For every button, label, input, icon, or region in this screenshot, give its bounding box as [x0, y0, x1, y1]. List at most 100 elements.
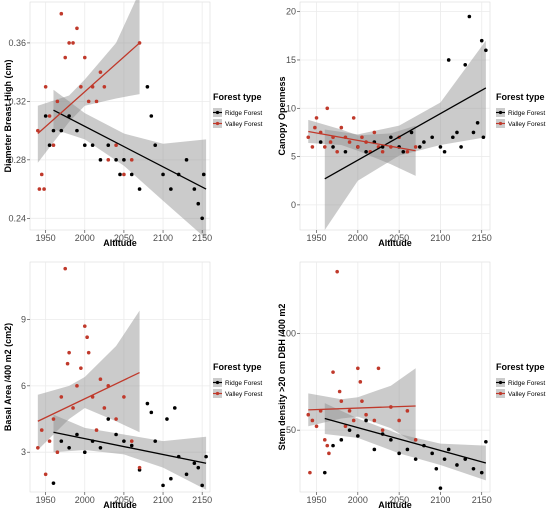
data-point-ridge	[200, 483, 204, 488]
data-point-ridge	[59, 439, 64, 443]
data-point-ridge	[356, 434, 360, 438]
data-point-valley	[79, 84, 83, 89]
data-point-ridge	[149, 410, 154, 415]
data-point-ridge	[401, 149, 406, 154]
data-point-valley	[55, 450, 60, 454]
data-point-ridge	[129, 172, 134, 177]
data-point-valley	[86, 350, 91, 355]
data-point-valley	[36, 445, 40, 450]
x-tick-label: 2050	[389, 233, 409, 243]
trend-line-valley	[308, 130, 416, 152]
data-point-valley	[37, 187, 42, 191]
data-point-valley	[356, 366, 360, 371]
data-point-ridge	[161, 172, 165, 177]
data-point-valley	[63, 266, 68, 271]
data-point-valley	[114, 143, 118, 148]
data-point-valley	[413, 145, 418, 149]
data-point-valley	[129, 158, 134, 162]
legend-key-ridge	[213, 108, 222, 117]
data-point-ridge	[430, 135, 434, 140]
x-axis-label: Altitude	[103, 500, 137, 510]
data-point-valley	[67, 350, 71, 355]
legend-key-point	[215, 110, 220, 115]
data-point-valley	[47, 439, 52, 443]
data-point-ridge	[67, 114, 71, 118]
data-point-ridge	[479, 38, 484, 43]
data-point-ridge	[430, 451, 434, 456]
plot-area	[299, 261, 491, 493]
y-tick-label: 20	[286, 7, 296, 17]
data-point-valley	[339, 399, 344, 403]
data-point-valley	[65, 361, 70, 366]
x-tick-label: 2050	[389, 495, 409, 505]
data-point-valley	[405, 409, 410, 413]
data-point-ridge	[397, 451, 401, 456]
data-point-valley	[43, 84, 48, 89]
data-point-ridge	[114, 432, 118, 437]
data-point-valley	[376, 366, 381, 371]
data-point-valley	[347, 140, 352, 144]
data-point-valley	[322, 145, 327, 149]
data-point-ridge	[118, 172, 122, 177]
data-point-ridge	[122, 439, 126, 443]
data-point-valley	[310, 145, 315, 149]
data-point-ridge	[422, 140, 426, 144]
data-point-ridge	[438, 145, 443, 149]
data-point-ridge	[98, 445, 103, 450]
data-point-ridge	[471, 130, 476, 135]
data-point-valley	[351, 116, 356, 120]
data-point-ridge	[192, 461, 197, 466]
data-point-ridge	[446, 447, 451, 452]
y-tick-label: 15	[286, 55, 296, 65]
trend-line-ridge	[53, 109, 207, 190]
x-tick-label: 1950	[307, 495, 327, 505]
x-tick-label: 2000	[75, 495, 95, 505]
data-point-ridge	[331, 145, 335, 149]
data-point-ridge	[51, 128, 56, 133]
data-point-ridge	[442, 149, 447, 154]
data-point-valley	[356, 145, 360, 149]
data-point-valley	[360, 135, 364, 140]
legend-key-point	[498, 110, 503, 115]
y-tick-label: 10	[286, 103, 296, 113]
data-point-valley	[39, 428, 44, 432]
data-point-valley	[358, 380, 363, 384]
data-point-ridge	[106, 143, 111, 148]
plot-area	[29, 261, 211, 493]
data-point-valley	[102, 406, 107, 410]
data-point-valley	[36, 128, 40, 133]
data-point-ridge	[343, 149, 348, 154]
legend: Forest type Ridge Forest Valley Forest	[213, 362, 263, 398]
legend-label-ridge: Ridge Forest	[508, 380, 545, 387]
legend-label-valley: Valley Forest	[225, 391, 263, 398]
legend-label-valley: Valley Forest	[225, 121, 263, 128]
data-point-ridge	[192, 187, 197, 191]
y-axis-label: Diameter Breast High (cm)	[3, 59, 13, 172]
data-point-valley	[98, 377, 103, 382]
legend-key-point	[215, 380, 220, 385]
data-point-valley	[364, 412, 368, 417]
confidence-band-ridge	[53, 89, 207, 239]
x-tick-label: 2100	[430, 233, 450, 243]
data-point-valley	[405, 149, 410, 154]
data-point-ridge	[475, 120, 480, 125]
data-point-ridge	[90, 143, 95, 148]
data-point-ridge	[153, 143, 158, 148]
confidence-band-valley	[308, 368, 416, 444]
data-point-ridge	[169, 187, 173, 191]
data-point-valley	[43, 472, 48, 477]
data-point-ridge	[442, 457, 447, 461]
y-tick-label: 0	[291, 200, 296, 210]
x-tick-label: 2100	[153, 495, 173, 505]
data-point-valley	[51, 143, 56, 148]
panel-3: 1950 2000 2050 2100 2150 3 6 9 Altitude Basal Are…	[3, 261, 263, 510]
x-tick-label: 1950	[36, 495, 56, 505]
y-tick-label: 3	[21, 447, 26, 457]
legend-key-point	[215, 121, 220, 126]
confidence-band-ridge	[53, 414, 207, 490]
data-point-valley	[339, 125, 344, 130]
data-point-valley	[82, 324, 87, 328]
data-point-ridge	[122, 158, 126, 162]
data-point-ridge	[149, 114, 154, 118]
y-tick-label: 50	[286, 425, 296, 435]
